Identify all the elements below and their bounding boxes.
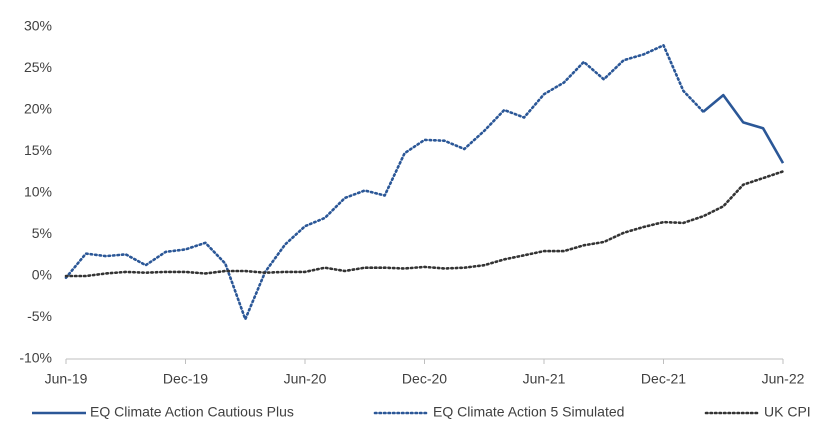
series-line [64,44,705,321]
legend-label: UK CPI [764,404,811,420]
y-tick-label: -5% [27,308,52,324]
y-tick-label: 10% [24,184,52,200]
x-tick-label: Jun-20 [284,371,327,387]
y-tick-label: 25% [24,59,52,75]
x-tick-label: Jun-21 [523,371,566,387]
series-line [702,93,785,164]
series-line [64,170,785,278]
y-tick-label: 0% [32,267,52,283]
y-tick-label: 20% [24,101,52,117]
x-tick-label: Jun-22 [762,371,805,387]
y-tick-label: 30% [24,18,52,34]
y-tick-label: 5% [32,225,52,241]
y-tick-label: -10% [19,350,52,366]
legend-label: EQ Climate Action Cautious Plus [90,404,294,420]
x-tick-label: Dec-20 [402,371,447,387]
x-tick-label: Jun-19 [45,371,88,387]
y-tick-label: 15% [24,142,52,158]
legend-label: EQ Climate Action 5 Simulated [433,404,624,420]
x-tick-label: Dec-19 [163,371,208,387]
x-tick-label: Dec-21 [641,371,686,387]
